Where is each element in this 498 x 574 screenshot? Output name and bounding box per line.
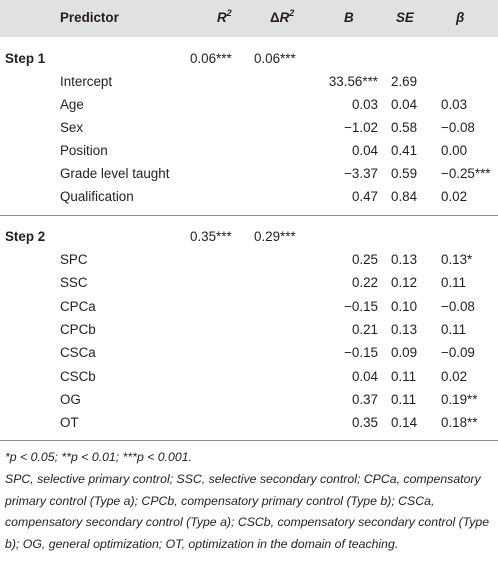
step1-dr2: 0.06***: [254, 51, 296, 66]
cell-b: 0.25: [351, 252, 378, 267]
header-predictor: Predictor: [60, 10, 119, 25]
header-beta: β: [456, 10, 465, 25]
cell-b: 33.56***: [328, 74, 378, 89]
cell-se: 0.58: [391, 120, 418, 135]
table-header: Predictor R2 ΔR2 B SE β: [0, 0, 498, 37]
cell-se: 2.69: [391, 74, 418, 89]
cell-predictor: CSCa: [60, 345, 96, 361]
cell-se: 0.84: [391, 189, 418, 204]
table-row: Position 0.04 0.41 0.00: [0, 139, 498, 162]
cell-se: 0.10: [391, 298, 418, 314]
step2-r2: 0.35***: [190, 229, 232, 244]
cell-predictor: OG: [60, 391, 81, 407]
step2-dr2: 0.29***: [254, 229, 296, 244]
step2-label: Step 2: [5, 229, 46, 244]
cell-beta: 0.02: [441, 368, 468, 384]
cell-beta: 0.18**: [441, 415, 478, 431]
header-b: B: [344, 10, 354, 25]
step1-r2: 0.06***: [190, 51, 232, 66]
cell-predictor: CSCb: [60, 368, 96, 384]
cell-b: 0.21: [351, 321, 378, 337]
table-row: CPCb 0.21 0.13 0.11: [0, 318, 498, 341]
cell-predictor: SPC: [60, 252, 88, 267]
cell-b: 0.22: [351, 275, 378, 291]
cell-beta: −0.09: [441, 345, 475, 361]
cell-beta: 0.13*: [441, 252, 473, 267]
cell-predictor: Position: [60, 143, 108, 158]
footnote-abbreviations: SPC, selective primary control; SSC, sel…: [5, 472, 490, 551]
cell-beta: 0.11: [441, 321, 467, 337]
cell-beta: 0.11: [441, 275, 467, 291]
cell-predictor: Age: [60, 97, 84, 112]
step1-label: Step 1: [5, 51, 46, 66]
cell-b: −0.15: [344, 345, 378, 361]
cell-se: 0.04: [391, 97, 418, 112]
cell-predictor: Sex: [60, 120, 84, 135]
cell-se: 0.59: [391, 166, 418, 181]
table-row: Grade level taught −3.37 0.59 −0.25***: [0, 162, 498, 185]
cell-beta: −0.08: [441, 298, 475, 314]
cell-beta: 0.03: [441, 97, 468, 112]
cell-predictor: Intercept: [60, 74, 113, 89]
table-row: SSC 0.22 0.12 0.11: [0, 271, 498, 294]
cell-beta: −0.25***: [441, 166, 491, 181]
cell-se: 0.12: [391, 275, 418, 291]
cell-se: 0.09: [391, 345, 418, 361]
cell-b: 0.04: [351, 368, 378, 384]
cell-predictor: CPCa: [60, 298, 96, 314]
table-row: Intercept 33.56*** 2.69: [0, 70, 498, 93]
table-row: OT 0.35 0.14 0.18**: [0, 411, 498, 434]
cell-se: 0.11: [391, 368, 417, 384]
cell-b: 0.47: [351, 189, 378, 204]
step2-row: Step 2 0.35*** 0.29***: [0, 225, 498, 248]
cell-b: 0.03: [351, 97, 378, 112]
table-row: CSCb 0.04 0.11 0.02: [0, 365, 498, 388]
cell-beta: −0.08: [441, 120, 475, 135]
cell-beta: 0.02: [441, 189, 468, 204]
step1-row: Step 1 0.06*** 0.06***: [0, 47, 498, 70]
table-row: Age 0.03 0.04 0.03: [0, 93, 498, 116]
cell-b: −0.15: [344, 298, 378, 314]
cell-se: 0.13: [391, 321, 418, 337]
cell-se: 0.41: [391, 143, 418, 158]
cell-b: 0.35: [351, 415, 378, 431]
cell-beta: 0.19**: [441, 391, 478, 407]
cell-b: 0.37: [351, 391, 378, 407]
cell-b: −3.37: [344, 166, 378, 181]
header-r2: R2: [217, 8, 232, 25]
header-se: SE: [396, 10, 414, 25]
cell-b: 0.04: [351, 143, 378, 158]
table-row: SPC 0.25 0.13 0.13*: [0, 248, 498, 271]
cell-predictor: Grade level taught: [60, 166, 170, 181]
cell-predictor: SSC: [60, 275, 88, 291]
table-row: CSCa −0.15 0.09 −0.09: [0, 341, 498, 364]
header-delta-r2: ΔR2: [270, 8, 295, 25]
cell-se: 0.14: [391, 415, 418, 431]
cell-se: 0.13: [391, 252, 418, 267]
cell-beta: 0.00: [441, 143, 468, 158]
table-row: Sex −1.02 0.58 −0.08: [0, 116, 498, 139]
cell-predictor: Qualification: [60, 189, 134, 204]
cell-b: −1.02: [344, 120, 378, 135]
cell-predictor: CPCb: [60, 321, 96, 337]
footnote-significance: *p < 0.05; **p < 0.01; ***p < 0.001.: [5, 450, 192, 464]
table-row: OG 0.37 0.11 0.19**: [0, 388, 498, 411]
cell-predictor: OT: [60, 415, 79, 431]
table-divider: [0, 215, 498, 216]
cell-se: 0.11: [391, 391, 417, 407]
table-bottom-rule: [0, 440, 498, 441]
table-row: Qualification 0.47 0.84 0.02: [0, 185, 498, 208]
table-row: CPCa −0.15 0.10 −0.08: [0, 295, 498, 318]
